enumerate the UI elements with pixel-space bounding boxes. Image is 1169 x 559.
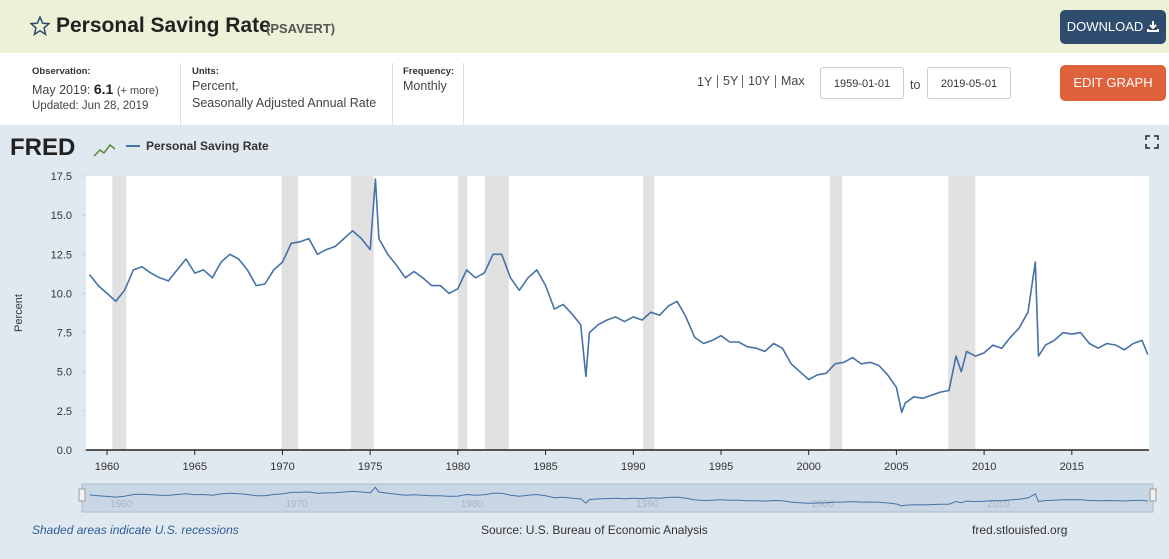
site: fred.stlouisfed.org: [972, 523, 1067, 537]
x-tick-label: 2005: [884, 461, 908, 473]
header: Personal Saving Rate (PSAVERT) DOWNLOAD: [0, 0, 1169, 53]
recession-band: [112, 176, 127, 450]
y-axis-label: Percent: [13, 294, 25, 332]
y-tick-label: 5.0: [57, 367, 72, 379]
y-tick-label: 15.0: [51, 210, 72, 222]
y-tick-label: 7.5: [57, 328, 72, 340]
separator: [463, 63, 464, 125]
y-tick-label: 2.5: [57, 406, 72, 418]
recession-band: [829, 176, 843, 450]
units-label: Units:: [192, 66, 219, 77]
recession-band: [642, 176, 655, 450]
navigator-label: 2000: [812, 499, 835, 510]
navigator-label: 2010: [987, 499, 1010, 510]
x-tick-label: 1980: [446, 461, 470, 473]
x-tick-label: 1960: [95, 461, 119, 473]
range-link[interactable]: 1Y: [697, 75, 713, 89]
navigator-line: [89, 486, 1148, 507]
recession-band: [457, 176, 468, 450]
legend-label: Personal Saving Rate: [146, 139, 269, 153]
chart: FRED Percent Shaded areas indicate U.S. …: [0, 125, 1169, 559]
x-tick-label: 1975: [358, 461, 382, 473]
start-date-input[interactable]: 1959-01-01: [820, 67, 904, 99]
frequency: Monthly: [403, 79, 447, 93]
x-tick-label: 2000: [796, 461, 820, 473]
y-tick-label: 17.5: [51, 171, 72, 183]
fred-logo: FRED: [10, 134, 75, 161]
x-tick-label: 1965: [183, 461, 207, 473]
logo-graph: [93, 143, 116, 157]
x-tick-label: 1985: [533, 461, 557, 473]
series-line: [88, 178, 1149, 414]
range-link[interactable]: 5Y: [717, 75, 738, 88]
navigator-label: 1970: [285, 499, 308, 510]
to-label: to: [910, 78, 921, 92]
recession-band: [948, 176, 976, 450]
x-tick-label: 1970: [270, 461, 294, 473]
range-link[interactable]: 10Y: [742, 75, 770, 88]
series-id: (PSAVERT): [266, 21, 336, 36]
units: Percent,: [192, 79, 239, 93]
recession-band: [485, 176, 509, 450]
title: Personal Saving Rate: [56, 14, 271, 37]
download-button[interactable]: DOWNLOAD: [1060, 10, 1166, 44]
star-icon[interactable]: [30, 16, 50, 36]
download-label: DOWNLOAD: [1066, 19, 1144, 34]
observation-label: Observation:: [32, 66, 91, 77]
navigator-handle[interactable]: [78, 488, 86, 502]
separator: [392, 63, 393, 125]
edit-graph-label: EDIT GRAPH: [1073, 75, 1153, 90]
more-link[interactable]: (+ more): [116, 85, 159, 97]
x-tick-label: 1990: [621, 461, 645, 473]
source: Source: U.S. Bureau of Economic Analysis: [481, 523, 708, 537]
frequency-label: Frequency:: [403, 66, 455, 77]
observation-period: May 2019:: [32, 83, 91, 97]
x-tick-label: 2015: [1060, 461, 1084, 473]
navigator-label: 1990: [636, 499, 659, 510]
observation-value: 6.1: [93, 81, 114, 97]
navigator-label: 1960: [110, 499, 133, 510]
navigator-label: 1980: [461, 499, 484, 510]
x-tick-label: 2010: [972, 461, 996, 473]
updated: Updated: Jun 28, 2019: [32, 100, 149, 112]
separator: [180, 63, 181, 125]
y-tick-label: 12.5: [51, 249, 72, 261]
end-date-input[interactable]: 2019-05-01: [927, 67, 1011, 99]
edit-graph-button[interactable]: EDIT GRAPH: [1060, 65, 1166, 101]
recession-band: [350, 176, 374, 450]
recession-note: Shaded areas indicate U.S. recessions: [32, 523, 239, 537]
y-tick-label: 0.0: [57, 445, 72, 457]
download-icon: [1147, 21, 1160, 32]
range-link[interactable]: Max: [775, 75, 805, 88]
y-tick-label: 10.0: [51, 288, 72, 300]
x-tick-label: 1995: [709, 461, 733, 473]
plot-area: [86, 176, 1149, 450]
recession-band: [281, 176, 299, 450]
fullscreen-icon[interactable]: [1145, 135, 1159, 149]
navigator-handle[interactable]: [1149, 488, 1157, 502]
units: Seasonally Adjusted Annual Rate: [192, 96, 377, 110]
